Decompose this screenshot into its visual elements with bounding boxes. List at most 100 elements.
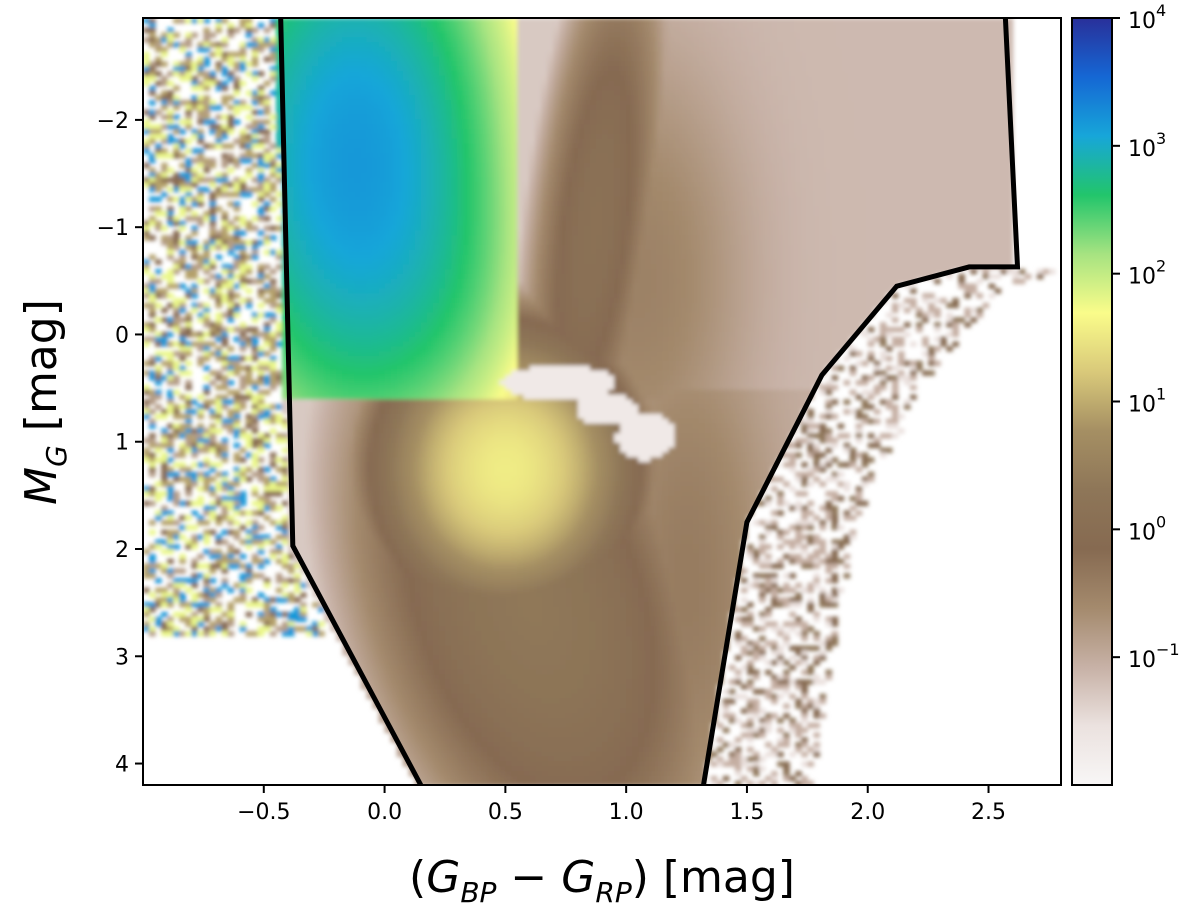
heatmap-cell bbox=[233, 520, 241, 526]
heatmap-cell bbox=[300, 220, 307, 227]
heatmap-cell bbox=[336, 563, 343, 569]
heatmap-cell bbox=[330, 331, 337, 338]
heatmap-cell bbox=[149, 423, 156, 429]
heatmap-cell bbox=[330, 172, 337, 178]
heatmap-cell bbox=[155, 293, 162, 299]
heatmap-cell bbox=[324, 476, 331, 483]
heatmap-cell bbox=[360, 191, 368, 198]
heatmap-cell bbox=[293, 341, 301, 347]
heatmap-cell bbox=[402, 693, 410, 700]
heatmap-cell bbox=[318, 544, 325, 550]
heatmap-cell bbox=[227, 264, 235, 270]
heatmap-cell bbox=[384, 375, 392, 381]
heatmap-cell bbox=[324, 104, 331, 111]
heatmap-cell bbox=[366, 515, 374, 521]
heatmap-cell bbox=[203, 240, 211, 246]
heatmap-cell bbox=[227, 558, 235, 565]
heatmap-cell bbox=[336, 133, 343, 140]
heatmap-cell bbox=[203, 476, 211, 483]
heatmap-cell bbox=[318, 606, 325, 613]
heatmap-cell bbox=[281, 476, 289, 483]
heatmap-cell bbox=[378, 693, 386, 700]
heatmap-cell bbox=[378, 640, 386, 647]
heatmap-cell bbox=[173, 592, 180, 598]
heatmap-cell bbox=[420, 133, 428, 140]
heatmap-cell bbox=[420, 534, 428, 540]
heatmap-cell bbox=[408, 452, 416, 458]
heatmap-cell bbox=[167, 254, 174, 260]
heatmap-cell bbox=[209, 273, 217, 280]
heatmap-cell bbox=[354, 418, 362, 425]
heatmap-cell bbox=[414, 18, 422, 24]
heatmap-cell bbox=[191, 534, 198, 540]
heatmap-cell bbox=[179, 100, 186, 106]
heatmap-cell bbox=[263, 148, 271, 154]
heatmap-cell bbox=[318, 273, 325, 280]
heatmap-cell bbox=[203, 520, 211, 526]
heatmap-cell bbox=[390, 650, 398, 656]
heatmap-cell bbox=[263, 442, 271, 449]
heatmap-cell bbox=[263, 577, 271, 584]
heatmap-cell bbox=[354, 645, 362, 651]
heatmap-cell bbox=[221, 230, 229, 236]
heatmap-cell bbox=[366, 660, 374, 666]
heatmap-cell bbox=[269, 418, 277, 425]
heatmap-cell bbox=[167, 322, 174, 328]
heatmap-cell bbox=[396, 235, 404, 241]
heatmap-cell bbox=[348, 51, 355, 58]
heatmap-cell bbox=[221, 153, 229, 159]
heatmap-cell bbox=[408, 703, 416, 709]
heatmap-cell bbox=[173, 520, 180, 526]
heatmap-cell bbox=[179, 129, 186, 135]
heatmap-cell bbox=[167, 235, 174, 241]
heatmap-cell bbox=[300, 46, 307, 53]
heatmap-cell bbox=[348, 331, 355, 338]
heatmap-cell bbox=[287, 592, 295, 598]
heatmap-cell bbox=[414, 664, 422, 671]
heatmap-cell bbox=[239, 104, 247, 111]
heatmap-cell bbox=[420, 640, 428, 647]
heatmap-cell bbox=[173, 375, 180, 381]
heatmap-cell bbox=[420, 42, 428, 48]
heatmap-cell bbox=[354, 635, 362, 642]
heatmap-cell bbox=[221, 404, 229, 410]
heatmap-cell bbox=[348, 172, 355, 178]
heatmap-cell bbox=[245, 611, 253, 618]
heatmap-cell bbox=[342, 148, 349, 154]
heatmap-cell bbox=[378, 109, 386, 116]
heatmap-cell bbox=[269, 162, 277, 169]
heatmap-cell bbox=[396, 568, 404, 574]
heatmap-cell bbox=[420, 577, 428, 584]
heatmap-cell bbox=[215, 520, 223, 526]
heatmap-cell bbox=[360, 80, 368, 87]
heatmap-cell bbox=[173, 326, 180, 333]
heatmap-cell bbox=[414, 631, 422, 637]
heatmap-cell bbox=[221, 172, 229, 178]
heatmap-cell bbox=[414, 394, 422, 400]
heatmap-cell bbox=[209, 351, 217, 357]
heatmap-cell bbox=[155, 46, 162, 53]
heatmap-cell bbox=[185, 466, 192, 473]
heatmap-cell bbox=[275, 124, 283, 130]
heatmap-cell bbox=[336, 80, 343, 87]
heatmap-cell bbox=[360, 32, 368, 38]
heatmap-cell bbox=[257, 100, 265, 106]
heatmap-cell bbox=[402, 602, 410, 608]
heatmap-cell bbox=[215, 563, 223, 569]
heatmap-cell bbox=[227, 283, 235, 289]
heatmap-cell bbox=[257, 413, 265, 420]
heatmap-cell bbox=[390, 635, 398, 642]
heatmap-cell bbox=[293, 471, 301, 478]
heatmap-cell bbox=[239, 273, 247, 280]
heatmap-cell bbox=[402, 124, 410, 130]
heatmap-cell bbox=[354, 172, 362, 178]
heatmap-cell bbox=[360, 331, 368, 338]
heatmap-cell bbox=[173, 365, 180, 371]
heatmap-cell bbox=[185, 196, 192, 203]
heatmap-cell bbox=[336, 104, 343, 111]
heatmap-cell bbox=[300, 370, 307, 376]
heatmap-cell bbox=[372, 510, 380, 516]
heatmap-cell bbox=[378, 278, 386, 285]
heatmap-cell bbox=[324, 133, 331, 140]
heatmap-cell bbox=[372, 42, 380, 48]
